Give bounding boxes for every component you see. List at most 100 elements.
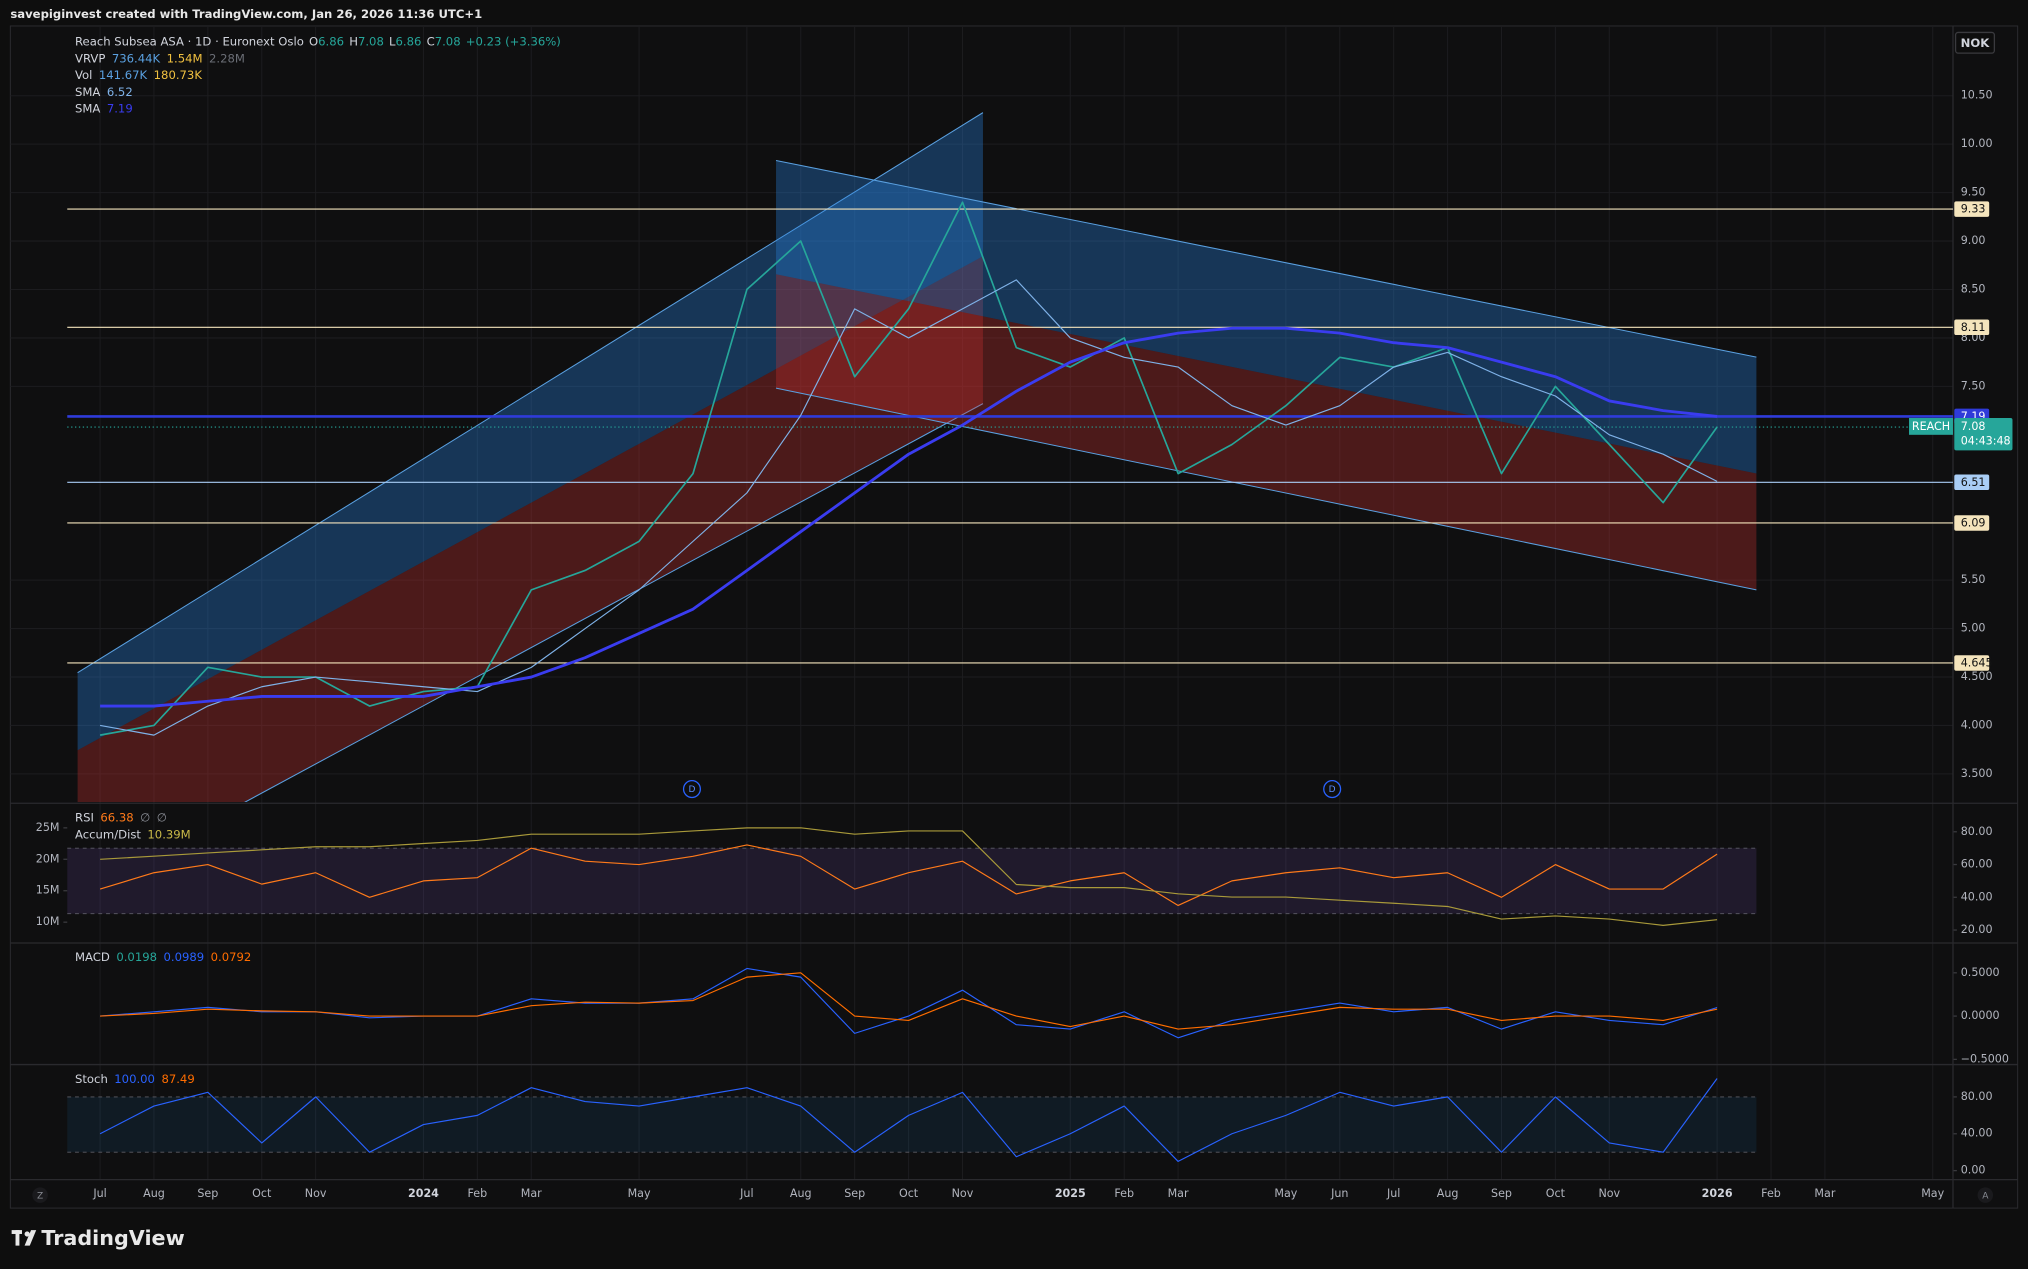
legend-value: ∅ [140, 810, 150, 824]
legend-symbol: Reach Subsea ASA · 1D · Euronext Oslo [75, 34, 304, 48]
channel-upper [776, 160, 1757, 474]
x-tick-label: 2026 [1702, 1187, 1733, 1200]
y-tick-label: 3.500 [1961, 767, 1993, 780]
channel-lower [776, 274, 1757, 590]
level-label-bg [1954, 201, 1990, 217]
x-tick-label: Feb [1114, 1187, 1134, 1200]
y-tick-label: 40.00 [1961, 890, 1993, 903]
dividend-marker[interactable] [1323, 780, 1342, 799]
x-tick-label: Jul [1386, 1187, 1400, 1200]
legend-value: 2.28M [209, 51, 245, 65]
legend-value: 7.08 [435, 34, 461, 48]
legend-row: Stoch 100.00 87.49 [75, 1071, 195, 1085]
currency-button[interactable] [1954, 31, 1996, 54]
series-line [100, 972, 1718, 1030]
marker-label[interactable]: D [688, 785, 695, 795]
data-layer: 3.5004.0004.5005.005.507.508.008.509.009… [36, 34, 2013, 1177]
y-tick-label: 0.00 [1961, 1164, 1986, 1177]
legend-value: 6.86 [396, 34, 422, 48]
y-tick-label: 10.00 [1961, 137, 1993, 150]
legend-row: SMA 6.52 [75, 84, 133, 98]
y-tick-label: 8.50 [1961, 282, 1986, 295]
level-label: 6.09 [1961, 517, 1986, 530]
legend-value: 66.38 [100, 810, 133, 824]
legend-value: 141.67K [99, 68, 148, 82]
legend-row: SMA 7.19 [75, 101, 133, 115]
series-line [100, 827, 1718, 926]
zoom-button[interactable] [32, 1187, 48, 1203]
legend-key: C [427, 34, 435, 48]
legend-label: SMA [75, 84, 100, 98]
series-line [99, 844, 1718, 907]
channel-edge [77, 112, 984, 674]
marker-label[interactable]: D [1329, 785, 1336, 795]
level-label-bg [1954, 474, 1990, 491]
legend-key: O [309, 34, 318, 48]
y-tick-label: 9.00 [1961, 234, 1986, 247]
y2-tick-label: 20M [36, 852, 60, 865]
channel-lower [77, 256, 983, 802]
legend-value: 10.39M [147, 827, 190, 841]
legend-value: ∅ [157, 810, 167, 824]
legend-value: 736.44K [112, 51, 161, 65]
logo-shape [24, 1230, 37, 1246]
legend-value: 180.73K [154, 68, 203, 82]
legend-row: MACD 0.0198 0.0989 0.0792 [75, 950, 251, 964]
auto-label[interactable]: A [1982, 1191, 1989, 1201]
level-label: 9.33 [1961, 203, 1986, 216]
x-tick-label: Sep [1491, 1187, 1512, 1200]
legend-label: SMA [75, 101, 100, 115]
legend-label: Stoch [75, 1071, 108, 1085]
symbol-tag: REACH [1912, 420, 1950, 433]
y-tick-label: 0.0000 [1961, 1009, 2000, 1022]
legend-value: 0.0792 [211, 950, 252, 964]
x-tick-label: Nov [1598, 1187, 1620, 1200]
legend-row: Reach Subsea ASA · 1D · Euronext Oslo O6.… [75, 34, 561, 48]
legend-value: 7.08 [358, 34, 384, 48]
x-tick-label: Oct [1546, 1187, 1566, 1200]
legend-value: 0.0989 [163, 950, 204, 964]
y-tick-label: 4.500 [1961, 670, 1993, 683]
logo [11, 1230, 37, 1246]
x-tick-label: May [1274, 1187, 1297, 1200]
legend-value: 87.49 [161, 1071, 194, 1085]
last-price-bg [1954, 418, 2013, 451]
level-label: 6.51 [1961, 476, 1986, 489]
y-tick-label: 10.50 [1961, 89, 1993, 102]
currency[interactable]: NOK [1961, 36, 1991, 50]
auto-button[interactable] [1977, 1187, 1994, 1203]
drawings [77, 112, 1757, 802]
y-tick-label: 20.00 [1961, 923, 1993, 936]
level-label-bg [1954, 655, 1990, 671]
legend-label: VRVP [75, 51, 105, 65]
legend-label: Vol [75, 68, 92, 82]
dividend-marker[interactable] [682, 780, 702, 799]
x-tick-label: Aug [790, 1187, 812, 1200]
legend-value: 6.86 [318, 34, 344, 48]
zoom-label[interactable]: Z [37, 1191, 43, 1201]
legend-row: VRVP 736.44K 1.54M 2.28M [75, 51, 245, 65]
y-tick-label: 0.5000 [1961, 966, 2000, 979]
x-tick-label: Feb [468, 1187, 488, 1200]
x-tick-label: Jul [92, 1187, 106, 1200]
y2-tick-label: 15M [36, 884, 60, 897]
y2-tick-label: 25M [36, 821, 60, 834]
legend-value: 7.19 [107, 101, 133, 115]
band [67, 1096, 1757, 1153]
y-tick-label: 5.00 [1961, 622, 1986, 635]
x-tick-label: Nov [952, 1187, 974, 1200]
channel-edge [775, 387, 1757, 591]
legend-change: +0.23 (+3.36%) [466, 34, 561, 48]
symbol-tag-bg [1909, 418, 1953, 435]
legend-row: Vol 141.67K 180.73K [75, 68, 202, 82]
level-label-bg [1954, 515, 1990, 531]
legend-value: 6.52 [107, 84, 133, 98]
legend-label: Accum/Dist [75, 827, 141, 841]
legend-value: 1.54M [167, 51, 203, 65]
y-tick-label: 5.50 [1961, 573, 1986, 586]
legend-label: MACD [75, 950, 110, 964]
last-price: 7.08 [1961, 420, 1986, 433]
x-tick-label: Sep [844, 1187, 865, 1200]
series-line [100, 279, 1718, 736]
